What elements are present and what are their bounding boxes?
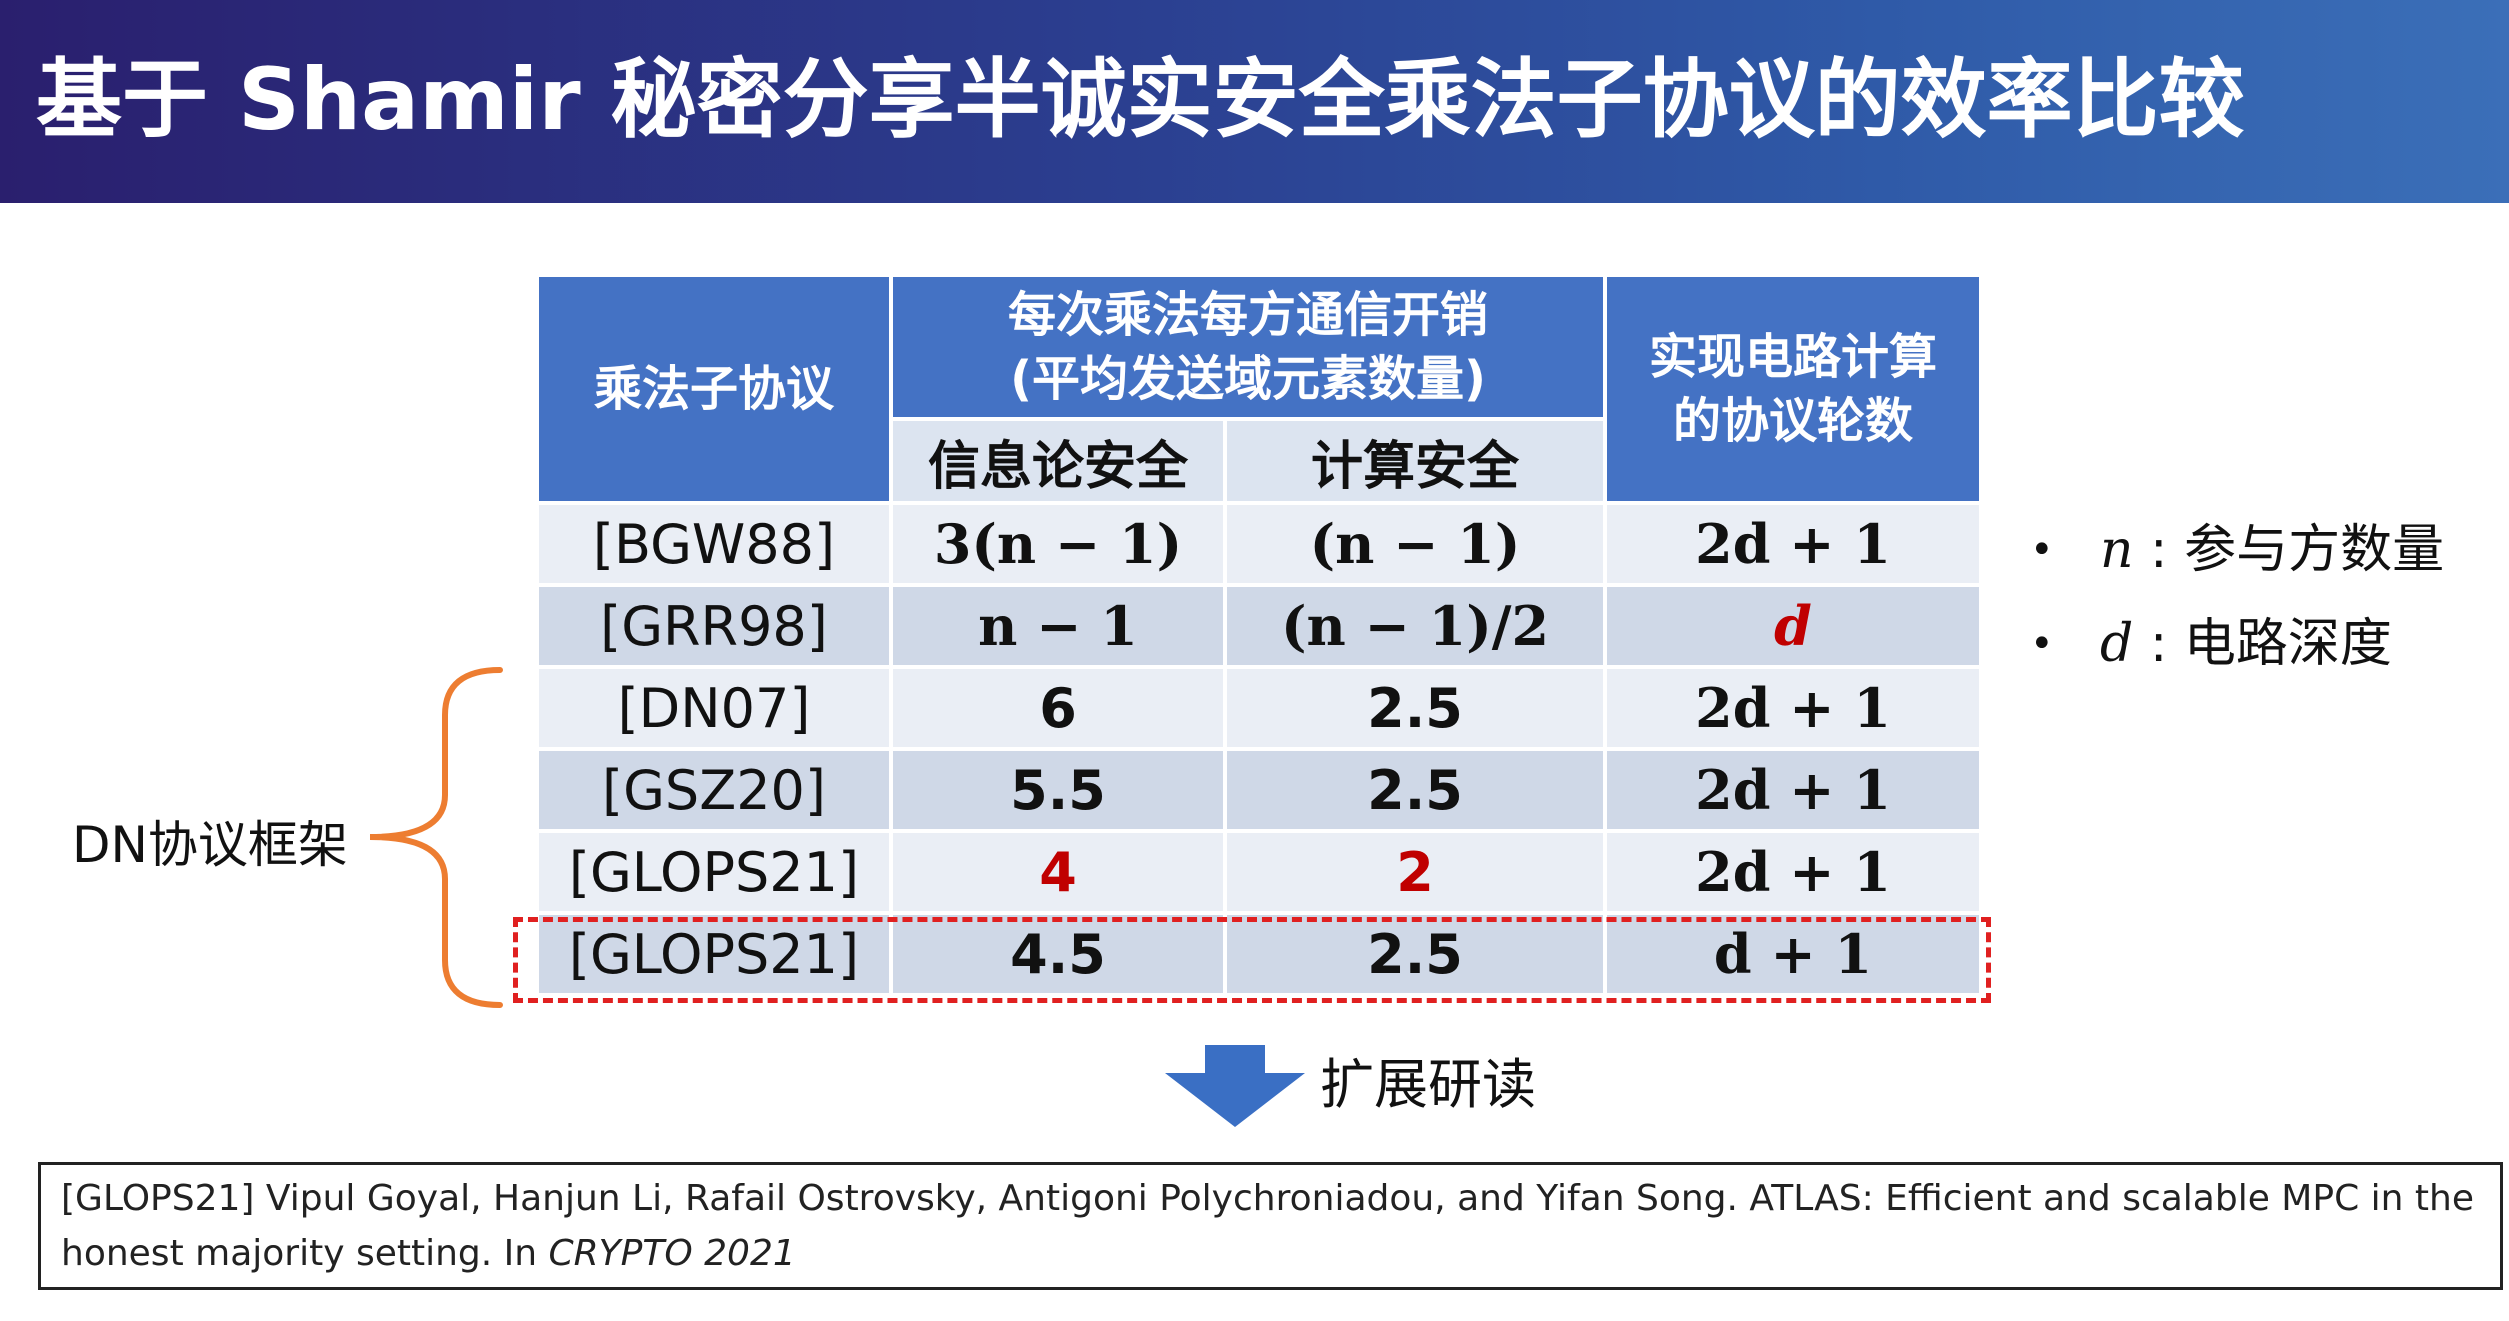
reference-text: [GLOPS21] Vipul Goyal, Hanjun Li, Rafail… <box>61 1178 2474 1274</box>
cell-comp: 2.5 <box>1227 669 1603 747</box>
cell-rounds: 2d + 1 <box>1607 669 1979 747</box>
slide-title: 基于 Shamir 秘密分享半诚实安全乘法子协议的效率比较 <box>36 40 2476 160</box>
variable-legend: • n : 参与方数量 • d : 电路深度 <box>2020 510 2490 710</box>
cell-comp: 2 <box>1227 833 1603 911</box>
cell-info: n − 1 <box>893 587 1223 665</box>
cell-protocol: [GLOPS21] <box>539 915 889 993</box>
further-reading-label: 扩展研读 <box>1320 1047 1580 1122</box>
table-row: [GRR98] n − 1 (n − 1)/2 d <box>539 587 1979 665</box>
legend-separator: : <box>2133 614 2184 674</box>
table-row: [BGW88] 3(n − 1) (n − 1) 2d + 1 <box>539 505 1979 583</box>
cell-info: 6 <box>893 669 1223 747</box>
bullet-icon: • <box>2030 510 2054 590</box>
legend-variable: d <box>2100 614 2133 674</box>
legend-separator: : <box>2134 520 2185 580</box>
header-comm-cost: 每次乘法每方通信开销 (平均发送域元素数量) <box>893 277 1603 417</box>
cell-rounds: 2d + 1 <box>1607 505 1979 583</box>
header-computational: 计算安全 <box>1227 421 1603 501</box>
cell-protocol: [GLOPS21] <box>539 833 889 911</box>
reference-venue: CRYPTO 2021 <box>549 1233 796 1274</box>
table-row: [GSZ20] 5.5 2.5 2d + 1 <box>539 751 1979 829</box>
cell-rounds: d + 1 <box>1607 915 1979 993</box>
table-row: [GLOPS21] 4 2 2d + 1 <box>539 833 1979 911</box>
down-arrow-icon <box>1160 1045 1310 1130</box>
dn-framework-label: DN协议框架 <box>72 805 392 875</box>
cell-info: 5.5 <box>893 751 1223 829</box>
cell-info: 4 <box>893 833 1223 911</box>
cell-rounds: 2d + 1 <box>1607 751 1979 829</box>
cell-protocol: [GSZ20] <box>539 751 889 829</box>
header-protocol: 乘法子协议 <box>539 277 889 501</box>
cell-protocol: [GRR98] <box>539 587 889 665</box>
table-row: [DN07] 6 2.5 2d + 1 <box>539 669 1979 747</box>
legend-variable: n <box>2100 520 2134 580</box>
bullet-icon: • <box>2030 604 2054 684</box>
header-rounds: 实现电路计算 的协议轮数 <box>1607 277 1979 501</box>
cell-rounds: d <box>1607 587 1979 665</box>
cell-comp: 2.5 <box>1227 915 1603 993</box>
header-info-theoretic: 信息论安全 <box>893 421 1223 501</box>
cell-protocol: [DN07] <box>539 669 889 747</box>
comparison-table: 乘法子协议 每次乘法每方通信开销 (平均发送域元素数量) 实现电路计算 的协议轮… <box>535 273 1983 997</box>
table-row-highlighted: [GLOPS21] 4.5 2.5 d + 1 <box>539 915 1979 993</box>
reference-box: [GLOPS21] Vipul Goyal, Hanjun Li, Rafail… <box>38 1162 2503 1290</box>
cell-comp: (n − 1) <box>1227 505 1603 583</box>
cell-info: 4.5 <box>893 915 1223 993</box>
cell-rounds: 2d + 1 <box>1607 833 1979 911</box>
cell-comp: 2.5 <box>1227 751 1603 829</box>
legend-description: 参与方数量 <box>2184 520 2444 580</box>
cell-info: 3(n − 1) <box>893 505 1223 583</box>
title-banner: 基于 Shamir 秘密分享半诚实安全乘法子协议的效率比较 <box>0 0 2509 203</box>
cell-protocol: [BGW88] <box>539 505 889 583</box>
cell-comp: (n − 1)/2 <box>1227 587 1603 665</box>
legend-description: 电路深度 <box>2184 614 2392 674</box>
